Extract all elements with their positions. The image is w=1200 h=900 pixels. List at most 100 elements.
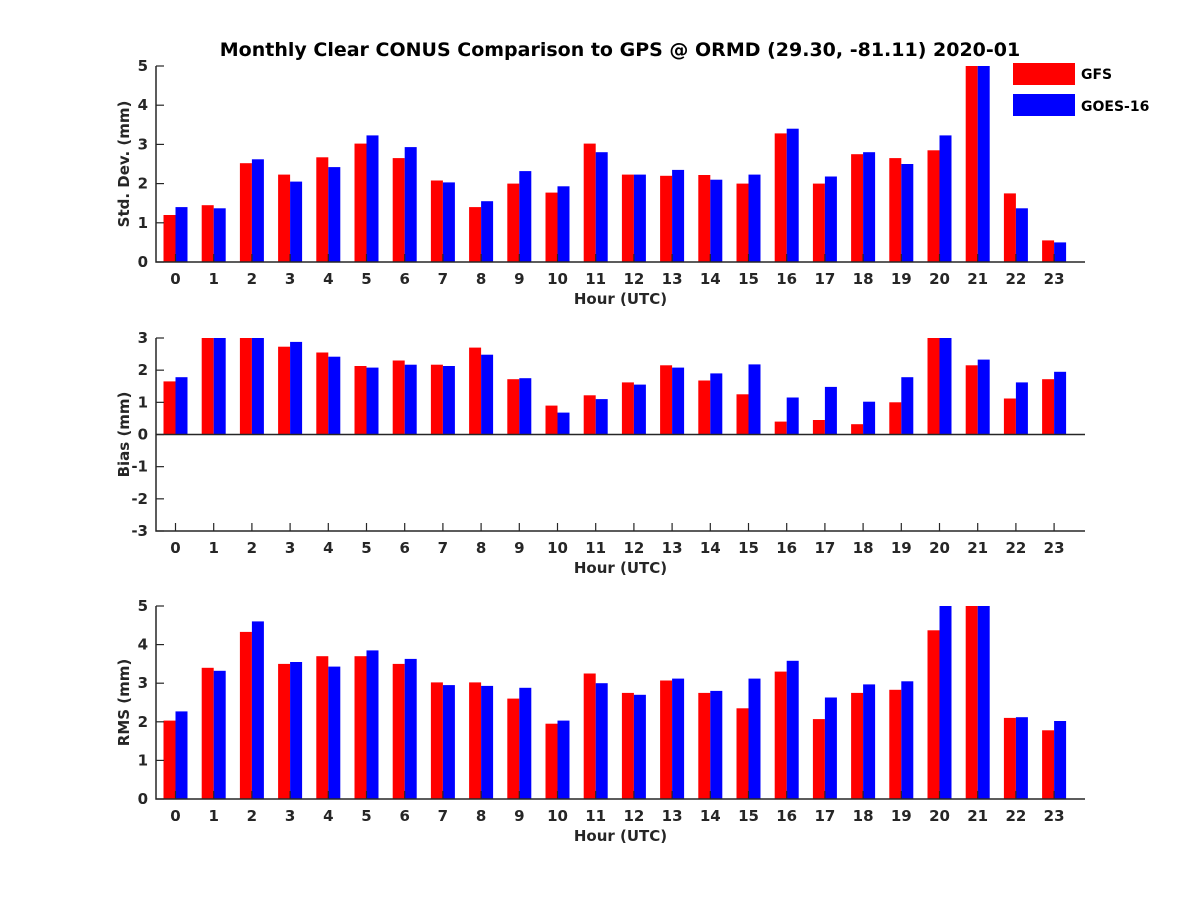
bar-gfs-hour-7: [430, 682, 443, 799]
bar-goes16-hour-6: [404, 147, 417, 262]
x-tick-label: 19: [891, 539, 912, 557]
bar-goes16-hour-7: [442, 685, 455, 799]
x-tick-label: 14: [700, 539, 721, 557]
y-tick-label: 4: [138, 636, 148, 654]
bar-gfs-hour-23: [1042, 240, 1055, 262]
bar-gfs-hour-16: [774, 421, 787, 435]
x-tick-label: 23: [1044, 270, 1065, 288]
bar-gfs-hour-5: [354, 366, 367, 435]
bar-goes16-hour-19: [901, 681, 914, 799]
x-tick-label: 3: [285, 807, 295, 825]
bar-goes16-hour-16: [786, 128, 799, 262]
bar-goes16-hour-12: [633, 384, 646, 435]
bar-gfs-hour-20: [927, 630, 940, 799]
bar-gfs-hour-7: [430, 364, 443, 435]
x-tick-label: 11: [585, 807, 606, 825]
x-tick-label: 22: [1005, 270, 1026, 288]
bar-goes16-hour-20: [939, 135, 952, 262]
bar-gfs-hour-15: [736, 708, 749, 799]
x-tick-label: 11: [585, 270, 606, 288]
x-tick-label: 20: [929, 539, 950, 557]
bar-goes16-hour-14: [710, 690, 723, 799]
x-tick-label: 8: [476, 270, 486, 288]
y-tick-label: 3: [138, 135, 148, 153]
bar-gfs-hour-8: [469, 347, 482, 435]
bar-gfs-hour-4: [316, 157, 329, 262]
y-axis-label: Std. Dev. (mm): [115, 101, 133, 228]
bar-goes16-hour-21: [977, 606, 990, 799]
bar-gfs-hour-13: [660, 365, 673, 435]
y-axis-label: RMS (mm): [115, 659, 133, 746]
x-tick-label: 10: [547, 807, 568, 825]
x-tick-label: 5: [361, 807, 371, 825]
bar-goes16-hour-13: [672, 678, 685, 799]
bar-gfs-hour-9: [507, 183, 520, 262]
bar-gfs-hour-8: [469, 682, 482, 799]
bar-gfs-hour-12: [621, 382, 634, 435]
x-tick-label: 5: [361, 539, 371, 557]
bar-gfs-hour-18: [851, 154, 864, 262]
x-tick-label: 7: [438, 270, 448, 288]
bar-gfs-hour-9: [507, 698, 520, 799]
bar-gfs-hour-19: [889, 158, 902, 262]
x-tick-label: 6: [399, 270, 409, 288]
bar-gfs-hour-13: [660, 175, 673, 262]
bar-goes16-hour-10: [557, 412, 570, 435]
bar-goes16-hour-13: [672, 367, 685, 435]
x-tick-label: 7: [438, 807, 448, 825]
bar-gfs-hour-9: [507, 379, 520, 435]
bar-gfs-hour-22: [1003, 193, 1016, 262]
x-tick-label: 20: [929, 807, 950, 825]
bar-gfs-hour-16: [774, 133, 787, 262]
bar-gfs-hour-21: [965, 365, 978, 435]
bar-gfs-hour-20: [927, 150, 940, 262]
x-tick-label: 13: [662, 270, 683, 288]
x-tick-label: 6: [399, 807, 409, 825]
x-tick-label: 9: [514, 539, 524, 557]
bar-goes16-hour-15: [748, 678, 761, 799]
bar-goes16-hour-6: [404, 658, 417, 799]
bar-goes16-hour-7: [442, 366, 455, 435]
bar-goes16-hour-6: [404, 364, 417, 435]
x-tick-label: 7: [438, 539, 448, 557]
bar-gfs-hour-10: [545, 405, 558, 435]
bar-gfs-hour-23: [1042, 379, 1055, 435]
bar-goes16-hour-8: [481, 354, 494, 435]
x-tick-label: 2: [247, 539, 257, 557]
x-axis-label: Hour (UTC): [574, 827, 667, 845]
x-tick-label: 20: [929, 270, 950, 288]
legend-label-goes16: GOES-16: [1081, 99, 1149, 115]
y-tick-label: 1: [138, 393, 148, 411]
x-axis-label: Hour (UTC): [574, 290, 667, 308]
bar-gfs-hour-3: [278, 346, 291, 435]
legend-swatch-goes16: [1013, 94, 1075, 116]
y-tick-label: 2: [138, 713, 148, 731]
bar-goes16-hour-5: [366, 650, 379, 799]
bar-goes16-hour-16: [786, 397, 799, 435]
x-tick-label: 3: [285, 270, 295, 288]
bar-goes16-hour-20: [939, 338, 952, 435]
bar-gfs-hour-18: [851, 692, 864, 799]
bar-gfs-hour-20: [927, 338, 940, 435]
bar-goes16-hour-4: [328, 666, 341, 799]
x-tick-label: 16: [776, 270, 797, 288]
bar-goes16-hour-20: [939, 606, 952, 799]
bar-gfs-hour-5: [354, 143, 367, 262]
x-tick-label: 15: [738, 807, 759, 825]
bar-gfs-hour-4: [316, 656, 329, 799]
bar-goes16-hour-3: [290, 181, 303, 262]
bar-gfs-hour-15: [736, 183, 749, 262]
x-tick-label: 22: [1005, 539, 1026, 557]
bar-goes16-hour-11: [595, 152, 608, 262]
bar-goes16-hour-17: [824, 697, 837, 799]
bar-goes16-hour-18: [863, 152, 876, 262]
x-tick-label: 0: [170, 270, 180, 288]
x-tick-label: 11: [585, 539, 606, 557]
x-tick-label: 18: [853, 539, 874, 557]
bar-gfs-hour-6: [392, 663, 405, 799]
x-tick-label: 2: [247, 270, 257, 288]
bar-gfs-hour-14: [698, 380, 711, 435]
bar-gfs-hour-1: [201, 205, 214, 262]
